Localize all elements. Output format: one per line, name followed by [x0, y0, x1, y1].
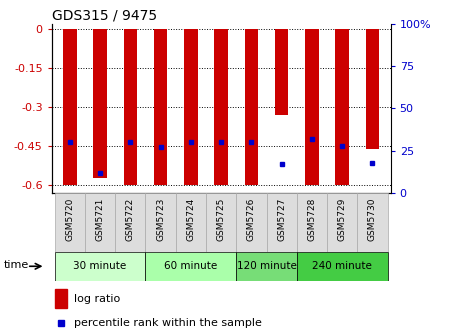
FancyBboxPatch shape [327, 193, 357, 252]
FancyBboxPatch shape [55, 252, 145, 281]
FancyBboxPatch shape [297, 252, 387, 281]
Text: GSM5725: GSM5725 [216, 198, 226, 241]
Text: GSM5720: GSM5720 [65, 198, 74, 241]
Bar [184, 29, 198, 185]
FancyBboxPatch shape [145, 193, 176, 252]
Bar [55, 289, 67, 308]
Text: log ratio: log ratio [74, 294, 120, 303]
Bar [275, 29, 288, 115]
FancyBboxPatch shape [236, 252, 297, 281]
FancyBboxPatch shape [357, 193, 387, 252]
Text: GSM5721: GSM5721 [96, 198, 105, 241]
FancyBboxPatch shape [115, 193, 145, 252]
Text: GSM5722: GSM5722 [126, 198, 135, 241]
Text: GSM5728: GSM5728 [308, 198, 317, 241]
Bar [63, 29, 77, 185]
Bar [214, 29, 228, 185]
FancyBboxPatch shape [55, 193, 85, 252]
Text: 120 minute: 120 minute [237, 261, 296, 271]
Text: GSM5730: GSM5730 [368, 198, 377, 241]
FancyBboxPatch shape [236, 193, 267, 252]
Text: GDS315 / 9475: GDS315 / 9475 [52, 8, 157, 23]
Text: GSM5726: GSM5726 [247, 198, 256, 241]
Bar [305, 29, 319, 185]
Bar [365, 29, 379, 149]
FancyBboxPatch shape [145, 252, 236, 281]
FancyBboxPatch shape [206, 193, 236, 252]
Bar [93, 29, 107, 177]
Text: GSM5723: GSM5723 [156, 198, 165, 241]
Bar [123, 29, 137, 185]
FancyBboxPatch shape [297, 193, 327, 252]
Text: GSM5724: GSM5724 [186, 198, 195, 241]
Text: 60 minute: 60 minute [164, 261, 217, 271]
Bar [245, 29, 258, 185]
FancyBboxPatch shape [85, 193, 115, 252]
Bar [154, 29, 167, 185]
FancyBboxPatch shape [176, 193, 206, 252]
Text: time: time [4, 260, 29, 270]
FancyBboxPatch shape [267, 193, 297, 252]
Text: percentile rank within the sample: percentile rank within the sample [74, 318, 262, 328]
Bar [335, 29, 349, 185]
Text: 30 minute: 30 minute [74, 261, 127, 271]
Text: GSM5727: GSM5727 [277, 198, 286, 241]
Text: 240 minute: 240 minute [312, 261, 372, 271]
Text: GSM5729: GSM5729 [338, 198, 347, 241]
